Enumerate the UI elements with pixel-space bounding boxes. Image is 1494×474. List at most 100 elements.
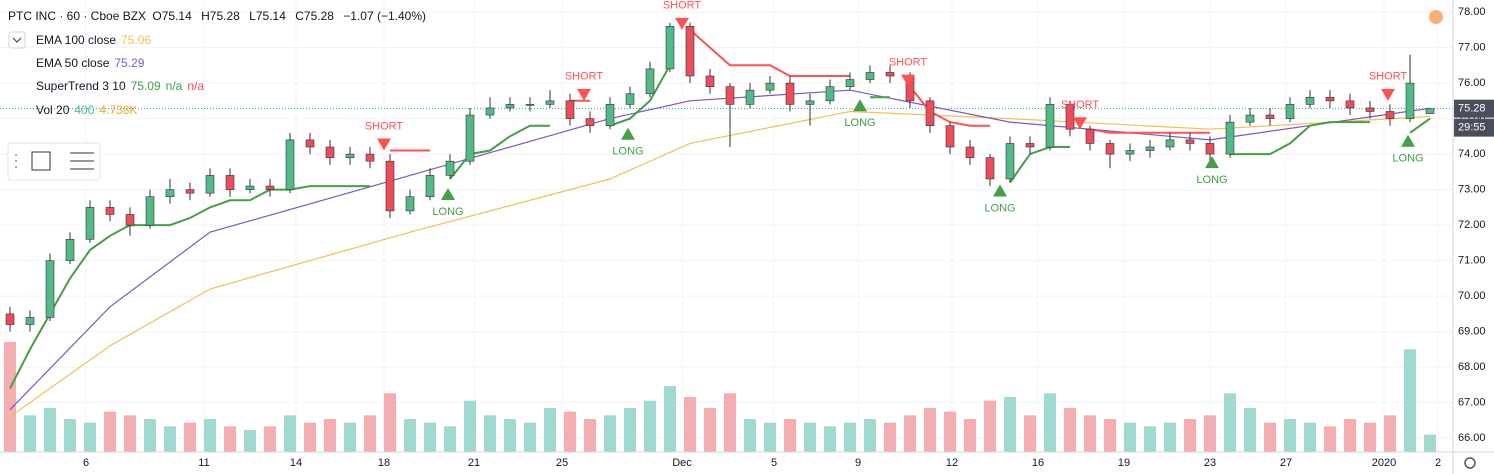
volume-bar: [204, 419, 216, 452]
supertrend-down: [689, 29, 850, 77]
candle-body: [945, 125, 955, 148]
volume-bar: [684, 397, 696, 452]
volume-bar: [584, 419, 596, 452]
volume-bar: [1364, 422, 1376, 452]
candle-body: [605, 104, 615, 126]
candle-body: [105, 207, 115, 215]
candle-body: [1225, 121, 1235, 155]
candle-body: [1065, 104, 1075, 130]
candle-body: [1385, 111, 1395, 119]
volume-bar: [264, 426, 276, 452]
candle-body: [485, 107, 495, 116]
signal-marker: [577, 88, 591, 101]
candle-body: [125, 214, 135, 226]
volume-bar: [444, 426, 456, 452]
candle-body: [645, 68, 655, 95]
alert-dot[interactable]: [1429, 10, 1443, 24]
x-tick-label: Dec: [672, 457, 692, 469]
candle-body: [165, 189, 175, 198]
volume-bar: [44, 408, 56, 452]
legend-name: EMA 50 close: [36, 56, 110, 70]
volume-bar: [564, 411, 576, 452]
x-tick-label: 18: [378, 457, 390, 469]
volume-bar: [1264, 422, 1276, 452]
volume-bar: [144, 419, 156, 452]
y-tick-label: 77.00: [1458, 41, 1486, 53]
volume-bar: [944, 411, 956, 452]
volume-bar: [364, 415, 376, 452]
y-tick-label: 72.00: [1458, 219, 1486, 231]
menu-tool[interactable]: [70, 152, 94, 170]
x-tick-label: 19: [1118, 457, 1130, 469]
signal-marker: [901, 74, 915, 87]
legend-supertrend[interactable]: SuperTrend 3 10 75.09 n/a n/a: [36, 79, 209, 93]
candle-body: [1245, 114, 1255, 123]
collapse-button[interactable]: [8, 31, 26, 49]
y-tick-label: 71.00: [1458, 255, 1486, 267]
signals: SHORT LONG SHORT LONG SHORT LONG SHORT LONG SHOR…: [365, 0, 1424, 218]
candle-body: [1365, 107, 1375, 112]
candle-body: [325, 146, 335, 158]
volume-bar: [1244, 408, 1256, 452]
y-tick-label: 76.00: [1458, 77, 1486, 89]
signal-label: LONG: [1196, 174, 1227, 186]
ema-line: [9, 89, 1431, 411]
candle-body: [405, 196, 415, 212]
candle-body: [205, 175, 215, 194]
volume-bar: [1284, 419, 1296, 452]
signal-label: LONG: [1392, 153, 1423, 165]
rect-tool[interactable]: [31, 151, 51, 171]
volume-bar: [1304, 422, 1316, 452]
candle-body: [805, 100, 815, 105]
candle-body: [1325, 96, 1335, 102]
volume-bar: [624, 408, 636, 452]
countdown-badge: [1454, 118, 1494, 137]
collapse-arrow: [12, 37, 22, 43]
volume-bar: [84, 422, 96, 452]
volume-bar: [1144, 426, 1156, 452]
x-tick-label: 21: [468, 457, 480, 469]
ema-line: [9, 110, 1431, 418]
candle-body: [65, 239, 75, 261]
candle-body: [685, 25, 695, 77]
volume-bar: [1044, 393, 1056, 452]
candle-body: [565, 100, 575, 119]
candle-body: [925, 100, 935, 126]
signal-marker: [853, 99, 867, 112]
legend-ema50[interactable]: EMA 50 close 75.29: [36, 56, 149, 70]
candle-body: [825, 86, 835, 102]
supertrend-up: [609, 64, 671, 127]
volume-bar: [464, 400, 476, 452]
volume-bar: [1204, 415, 1216, 452]
supertrend-down: [909, 85, 990, 127]
signal-marker: [621, 127, 635, 140]
ohlc-value: 75.14: [161, 9, 192, 23]
candle-body: [1185, 139, 1195, 144]
supertrend-up: [1409, 117, 1431, 134]
candle-body: [705, 75, 715, 87]
candle-body: [85, 207, 95, 240]
candle-body: [1165, 139, 1175, 148]
volume-bar: [724, 393, 736, 452]
volume-bar: [1224, 393, 1236, 452]
volume-bar: [124, 415, 136, 452]
candle-body: [1125, 150, 1135, 155]
candle-body: [525, 104, 535, 106]
legend-volume[interactable]: Vol 20 400 4.738K: [36, 103, 142, 117]
legend-ema100[interactable]: EMA 100 close 75.06: [36, 33, 156, 47]
volume-bar: [324, 419, 336, 452]
volume-bar: [884, 422, 896, 452]
volume-bar: [424, 422, 436, 452]
overlay-lines: [0, 29, 1453, 418]
settings-icon[interactable]: [1464, 457, 1476, 469]
y-tick-label: 70.00: [1458, 290, 1486, 302]
candle-body: [1265, 114, 1275, 119]
legend-value: n/a: [165, 79, 183, 93]
candle-body: [1205, 143, 1215, 155]
volume-bar: [1404, 349, 1416, 452]
signal-label: SHORT: [1061, 99, 1100, 111]
y-tick-label: 73.00: [1458, 184, 1486, 196]
